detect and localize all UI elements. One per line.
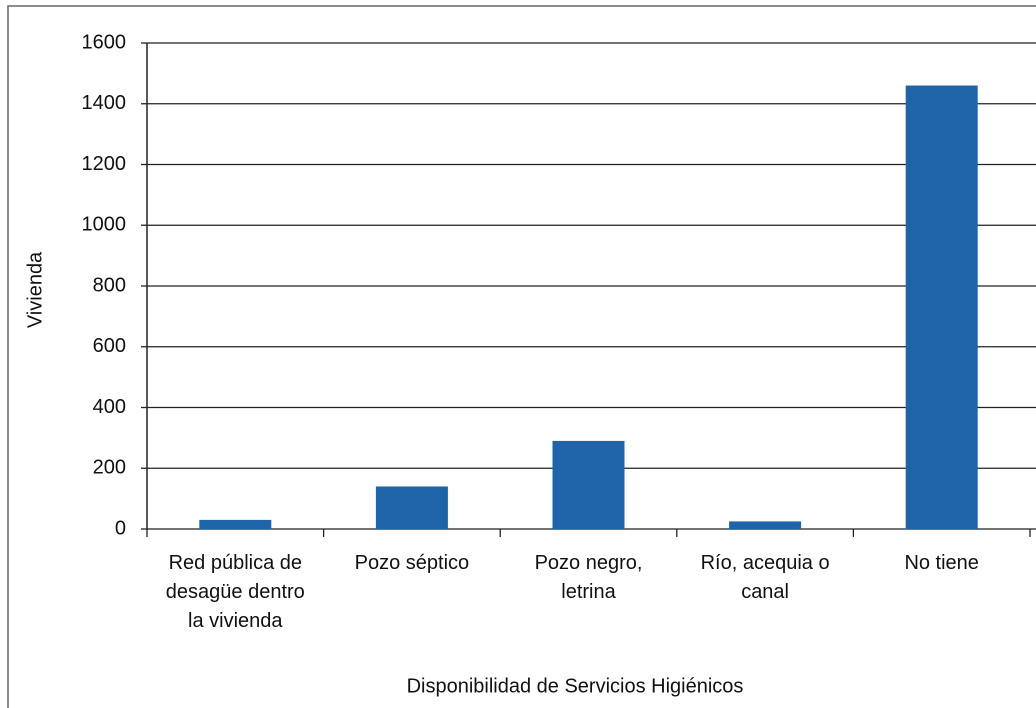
y-tick-label: 800 — [93, 274, 126, 296]
chart-frame — [7, 5, 1036, 708]
x-tick-label: Pozo negro, letrina — [534, 552, 643, 603]
y-axis-title: Vivienda — [24, 251, 46, 328]
bar — [375, 486, 448, 529]
bar — [552, 440, 625, 529]
y-tick-label: 1200 — [82, 153, 127, 175]
x-axis-title: Disponibilidad de Servicios Higiénicos — [407, 675, 744, 697]
y-tick-label: 1400 — [82, 92, 127, 114]
y-tick-label: 1000 — [82, 214, 127, 236]
bar — [905, 85, 978, 530]
bar — [729, 521, 802, 529]
bar — [199, 519, 272, 529]
y-tick-label: 200 — [93, 457, 126, 479]
x-tick-label: No tiene — [904, 552, 979, 574]
x-tick-label: Red pública de desagüe dentro la viviend… — [165, 552, 305, 632]
y-tick-label: 600 — [93, 335, 126, 357]
y-tick-label: 400 — [93, 396, 126, 418]
y-tick-label: 1600 — [82, 31, 127, 53]
y-tick-label: 0 — [115, 517, 126, 539]
x-tick-label: Pozo séptico — [354, 552, 470, 574]
x-tick-label: Río, acequia o canal — [700, 552, 830, 603]
